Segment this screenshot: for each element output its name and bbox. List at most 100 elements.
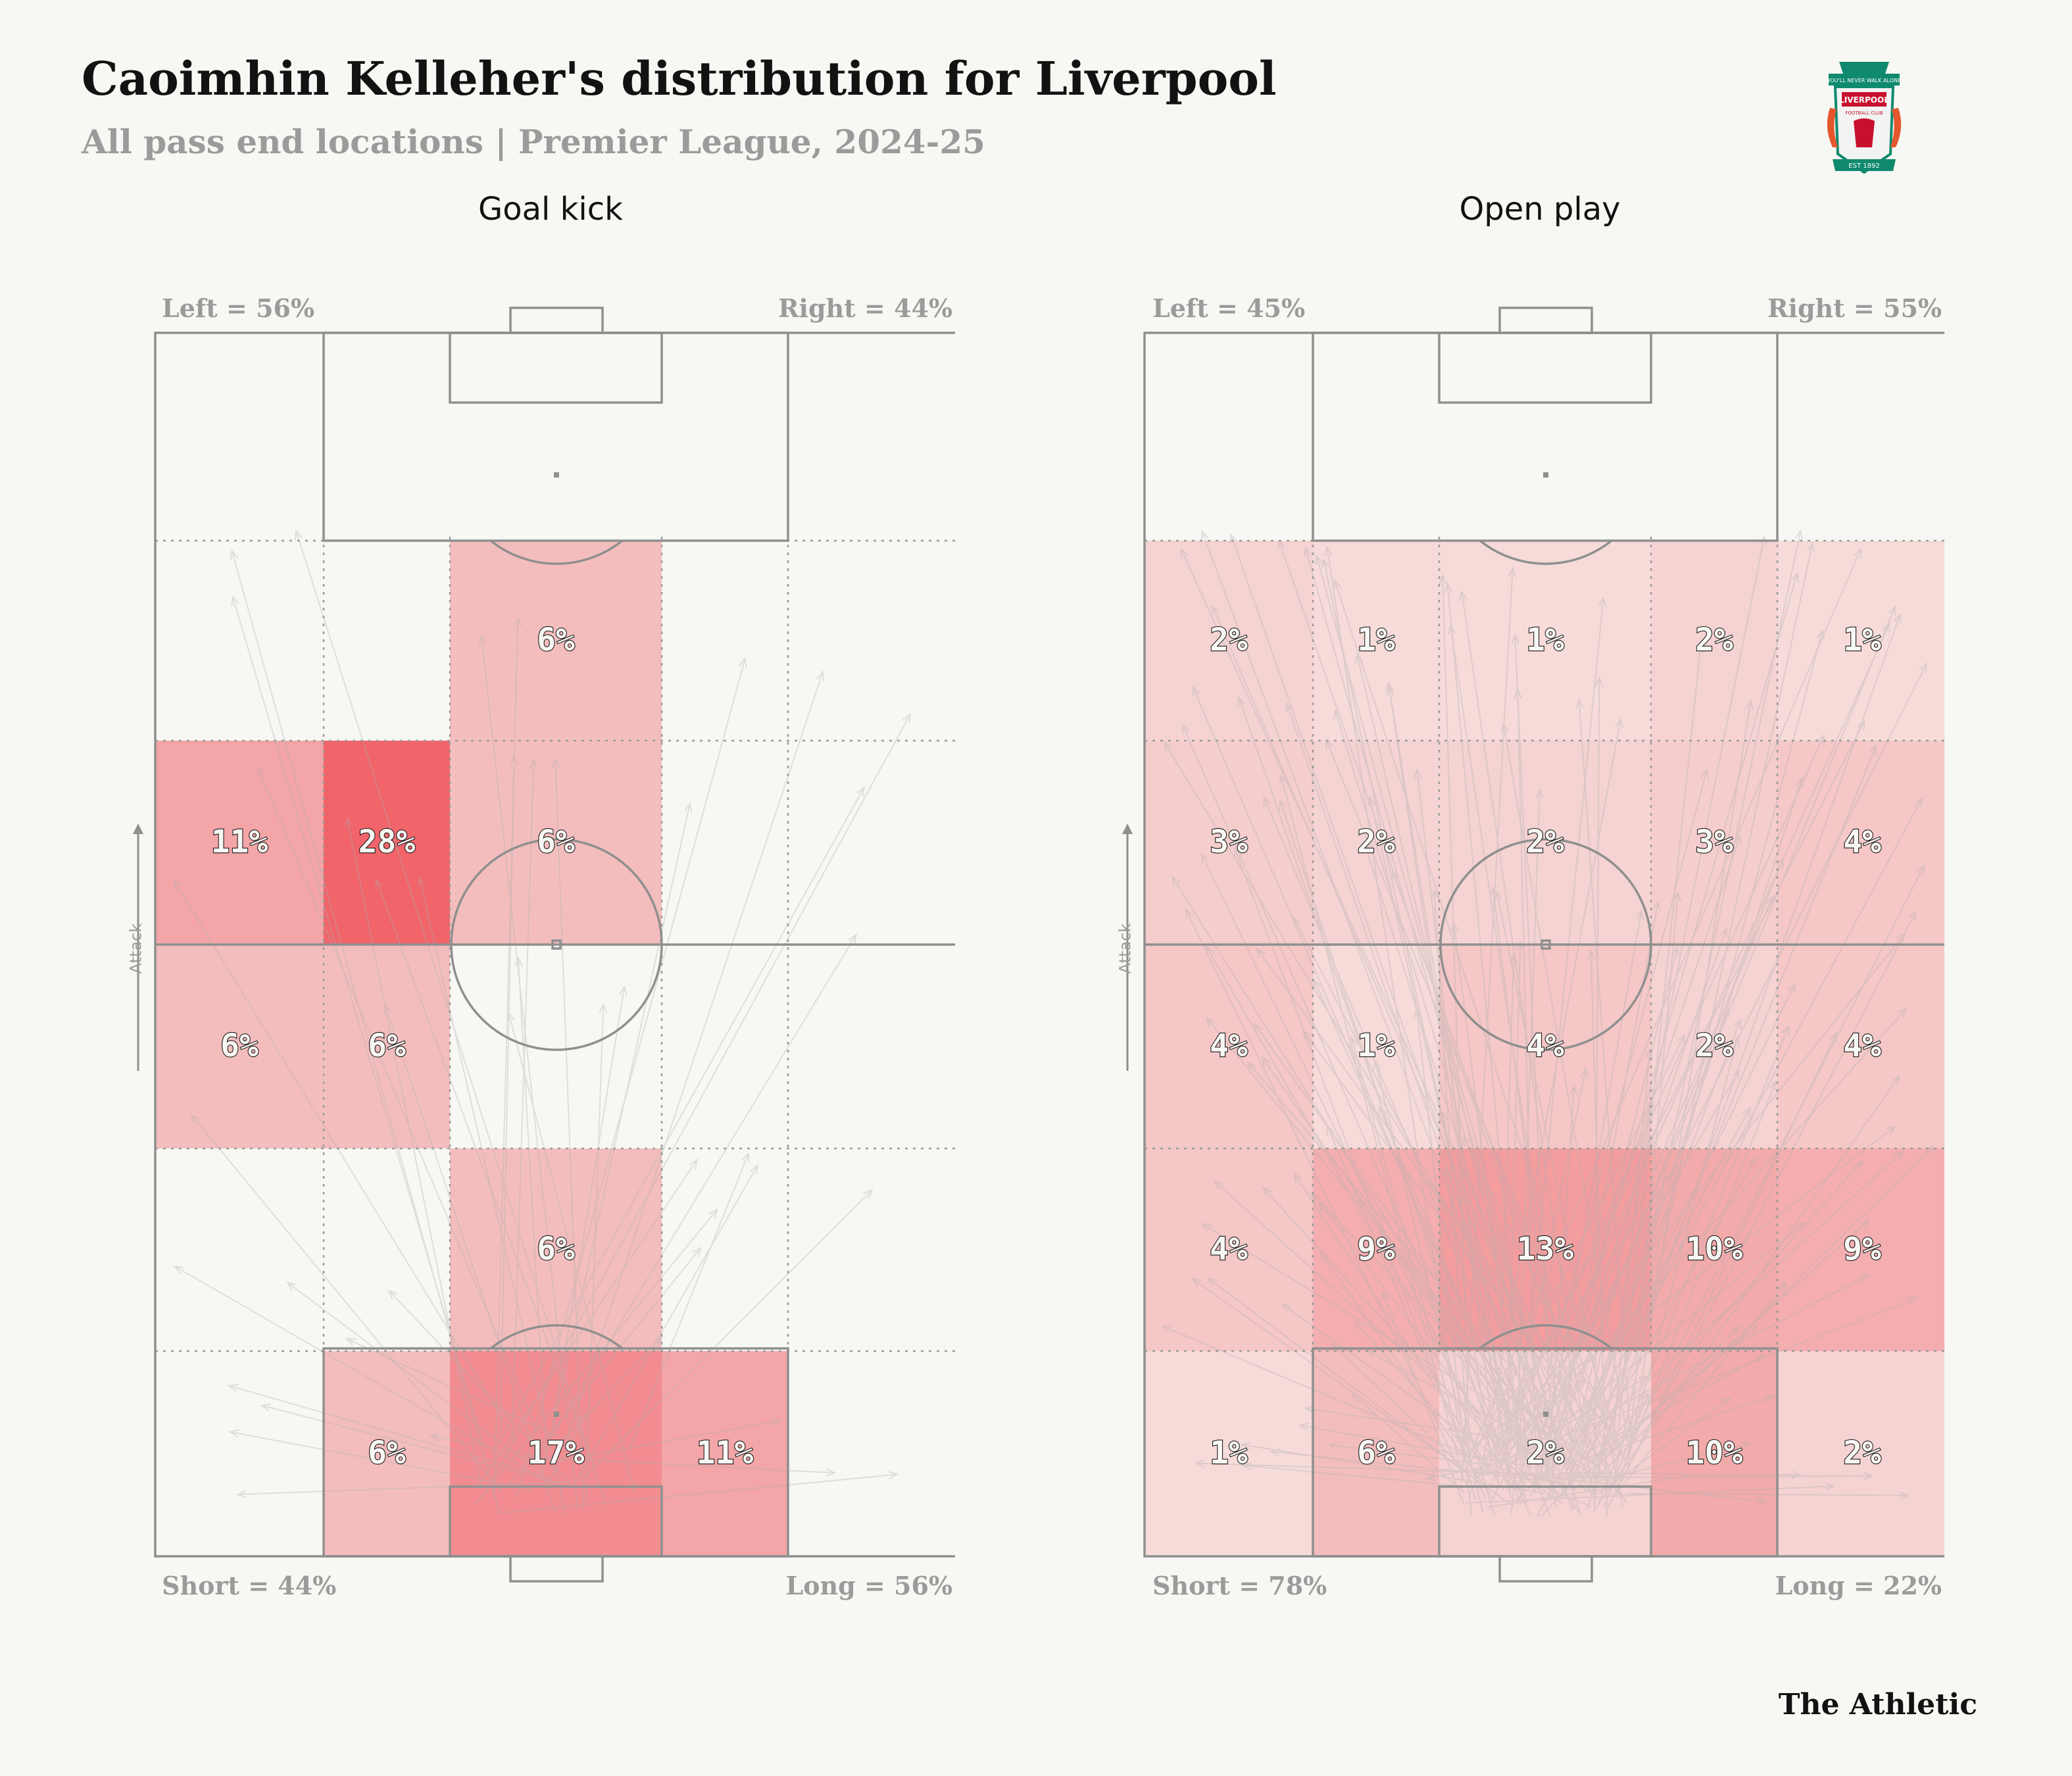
pass-arrowhead: [1435, 1338, 1446, 1348]
heat-cell: [1145, 741, 1313, 945]
pass-arrow: [1247, 1062, 1627, 1502]
pass-arrow: [1444, 1167, 1493, 1463]
cell-percent-label: 6%: [537, 1231, 575, 1268]
pass-arrowhead: [417, 876, 426, 888]
pass-arrow: [1505, 1274, 1869, 1467]
pass-arrow: [1206, 1018, 1558, 1450]
pass-arrowhead: [1733, 833, 1742, 845]
pass-arrowhead: [1829, 1031, 1838, 1043]
pass-arrow: [1494, 735, 1825, 1464]
pass-arrowhead: [1428, 1292, 1437, 1303]
pass-arrowhead: [1279, 774, 1287, 785]
pass-arrowhead: [1745, 699, 1754, 710]
pass-arrow: [1492, 888, 1566, 1465]
pass-arrow: [1506, 941, 1521, 1456]
pass-arrowhead: [1439, 574, 1447, 585]
pass-arrow: [1254, 1024, 1588, 1493]
pass-arrowhead: [683, 802, 693, 813]
pass-arrowhead: [580, 1410, 589, 1422]
pass-arrowhead: [1795, 776, 1804, 788]
pass-arrowhead: [173, 1266, 184, 1275]
pass-arrow: [1468, 1035, 1685, 1467]
pass-arrow: [1566, 1240, 1684, 1493]
pass-arrow: [1442, 576, 1471, 1464]
pass-arrow: [232, 596, 485, 1448]
pass-arrowhead: [1443, 1165, 1451, 1177]
pass-arrowhead: [1565, 1290, 1574, 1301]
pass-arrow: [1561, 1471, 1800, 1476]
pass-arrowhead: [235, 1490, 247, 1498]
pass-arrow: [1496, 892, 1623, 1506]
attack-indicator: Attack: [1114, 821, 1141, 1077]
pass-arrow: [1374, 1060, 1484, 1512]
pass-arrow: [1180, 549, 1592, 1453]
pass-arrow: [1389, 687, 1510, 1445]
pass-arrow: [1446, 583, 1528, 1459]
pass-arrowhead: [1917, 864, 1925, 875]
pass-arrowhead: [529, 758, 538, 769]
pass-arrowhead: [1285, 702, 1294, 714]
pass-arrow: [1627, 893, 1679, 1468]
pass-arrow: [1282, 1304, 1565, 1506]
pitch-markings: [1143, 307, 1948, 1583]
pass-arrow: [1329, 1444, 1489, 1466]
pass-arrow: [1466, 1485, 1835, 1504]
pass-arrowhead: [1349, 1035, 1358, 1047]
pass-arrowhead: [1270, 1448, 1281, 1457]
pass-arrow: [1333, 580, 1626, 1462]
pass-arrow: [1286, 704, 1551, 1469]
pass-arrowhead: [1262, 1186, 1272, 1197]
pass-arrowhead: [1615, 717, 1623, 728]
centre-spot: [1541, 939, 1551, 950]
penalty-arc-bottom: [1479, 1324, 1613, 1350]
pass-arrow: [1450, 626, 1573, 1448]
pass-arrowhead: [1507, 1360, 1516, 1371]
panel-title: Goal kick: [478, 191, 623, 228]
pass-arrow: [1238, 697, 1521, 1505]
chart-title: Caoimhin Kelleher's distribution for Liv…: [82, 51, 1277, 106]
pass-arrow: [1293, 1173, 1504, 1491]
heat-cell: [1777, 541, 1947, 741]
pass-arrow: [1629, 701, 1752, 1456]
pass-arrow: [1331, 1343, 1469, 1473]
cell-percent-label: 2%: [1526, 1435, 1564, 1471]
cell-percent-label: 6%: [537, 622, 575, 658]
pass-arrowhead: [1330, 1343, 1341, 1353]
pass-arrowhead: [1733, 1018, 1742, 1029]
heat-cell: [1777, 741, 1947, 945]
cell-percent-label: 4%: [1210, 1027, 1248, 1064]
pass-arrow: [1611, 543, 1813, 1490]
pass-arrowhead: [1333, 578, 1341, 590]
pass-arrowhead: [1261, 1056, 1271, 1067]
pass-arrowhead: [1536, 1426, 1546, 1437]
pass-arrowhead: [1354, 653, 1364, 664]
heat-cell: [450, 541, 662, 741]
pass-arrow: [629, 1153, 749, 1450]
svg-text:EST 1892: EST 1892: [1848, 162, 1879, 170]
cell-percent-label: 1%: [1357, 622, 1395, 658]
pass-arrowhead: [510, 754, 518, 766]
pass-arrow: [1460, 1126, 1896, 1456]
pass-arrow: [1234, 849, 1466, 1454]
pass-arrowhead: [902, 712, 911, 724]
pass-arrow: [1560, 1285, 1613, 1500]
pass-arrows: [1161, 529, 1935, 1517]
heat-cells: [155, 541, 788, 1556]
brand-wordmark: The Athletic: [1778, 1688, 1977, 1721]
pass-arrow: [1563, 1008, 1729, 1498]
pass-arrow: [585, 1004, 604, 1505]
pass-arrow: [1479, 718, 1621, 1477]
attack-label: Attack: [1116, 923, 1135, 974]
heat-cell: [1439, 541, 1651, 741]
cell-percent-label: 4%: [1843, 1027, 1881, 1064]
pass-arrowhead: [190, 1113, 200, 1124]
pass-arrowhead: [1675, 1239, 1684, 1250]
cell-percent-label: 6%: [368, 1027, 406, 1064]
heat-cell: [1313, 1351, 1439, 1556]
pass-arrowhead: [1201, 852, 1210, 864]
pass-arrowhead: [1894, 1150, 1905, 1160]
long-share-label: Long = 22%: [1775, 1571, 1942, 1600]
penalty-box-top: [1312, 332, 1779, 542]
pass-arrowhead: [478, 634, 487, 646]
cell-percent-label: 1%: [1526, 622, 1564, 658]
